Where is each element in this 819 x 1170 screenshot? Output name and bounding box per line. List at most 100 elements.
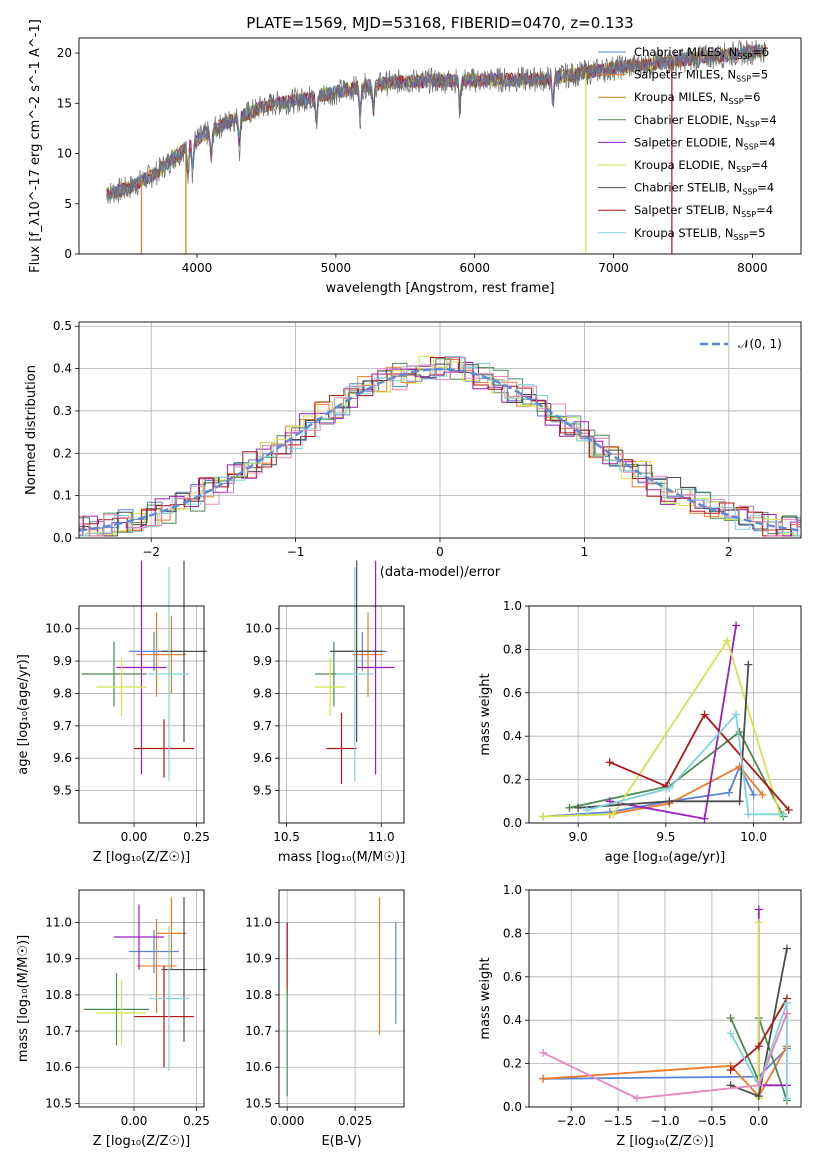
y-axis-label: Flux [f_λ10^-17 erg cm^-2 s^-1 A^-1]	[28, 19, 43, 273]
weight-series-line	[609, 712, 790, 811]
x-tick-label: 2	[725, 545, 733, 559]
legend-entry: Chabrier ELODIE, NSSP=4	[634, 113, 777, 129]
y-tick-label: 10.6	[245, 1060, 272, 1074]
weight-point-marker	[665, 784, 674, 793]
weight-point-marker	[754, 1092, 763, 1101]
y-tick-label: 10.8	[45, 988, 72, 1002]
weight-point-marker	[782, 998, 791, 1007]
x-tick-label: 0.00	[121, 830, 148, 844]
axes-frame	[528, 889, 802, 1108]
x-tick-label: 10.0	[740, 830, 767, 844]
x-axis-label: mass [log₁₀(M/M☉)]	[278, 850, 405, 865]
legend-entry: Kroupa MILES, NSSP=6	[634, 90, 760, 106]
y-tick-label: 0.5	[53, 319, 72, 333]
y-axis-label: age [log₁₀(age/yr)]	[16, 654, 31, 775]
y-tick-label: 0.4	[503, 729, 522, 743]
age-vs-metallicity-panel: 0.00 0.25 9.5 9.6 9.7 9.8 9.9 10.0 Z [log₁₀(Z/Z☉…	[16, 560, 210, 865]
y-tick-label: 10.0	[45, 622, 72, 636]
weight-point-marker	[782, 1009, 791, 1018]
normal-reference-curve	[78, 367, 802, 532]
age-vs-mass-panel: 10.5 11.0 9.5 9.6 9.7 9.8 9.9 10.0 mass [log₁₀(M…	[245, 560, 405, 865]
y-tick-label: 0.6	[503, 970, 522, 984]
x-tick-label: 1	[581, 545, 589, 559]
weight-point-marker	[735, 797, 744, 806]
x-tick-label: 0.0	[749, 1114, 768, 1128]
x-axis-label: age [log₁₀(age/yr)]	[605, 850, 726, 865]
y-tick-label: 10.7	[45, 1024, 72, 1038]
y-tick-label: 9.8	[53, 686, 72, 700]
weight-point-marker	[754, 905, 763, 914]
y-tick-label: 1.0	[503, 883, 522, 897]
x-axis-label: Z [log₁₀(Z/Z☉)]	[616, 1134, 713, 1149]
y-tick-label: 10.5	[45, 1096, 72, 1110]
y-tick-label: 0.2	[53, 446, 72, 460]
weight-series-line	[609, 765, 764, 816]
x-tick-label: −1	[287, 545, 305, 559]
x-tick-label: −0.5	[697, 1114, 726, 1128]
x-tick-label: 5000	[321, 261, 352, 275]
y-tick-label: 10.8	[245, 988, 272, 1002]
x-tick-label: 6000	[459, 261, 490, 275]
x-tick-label: −1.0	[650, 1114, 679, 1128]
residual-histogram-panel: −2 −1 0 1 2 0.0 0.1 0.2 0.3 0.4 0.5 (data-model)/er…	[24, 319, 802, 580]
weight-series-line	[569, 730, 785, 817]
weight-point-marker	[754, 918, 763, 927]
y-tick-label: 0.8	[503, 642, 522, 656]
weight-series-line	[543, 1045, 788, 1098]
y-tick-label: 11.0	[45, 916, 72, 930]
weight-point-marker	[732, 621, 741, 630]
weight-point-marker	[605, 758, 614, 767]
weight-point-marker	[700, 710, 709, 719]
x-tick-label: 0	[436, 545, 444, 559]
legend-entry: 𝒩(0, 1)	[738, 337, 782, 351]
x-tick-label: −2.0	[557, 1114, 586, 1128]
mass-vs-extinction-panel: 0.000 0.025 10.5 10.6 10.7 10.8 10.9 11.0 E(B-V)	[245, 889, 405, 1149]
axes-frame	[78, 321, 802, 539]
x-tick-label: −1.5	[604, 1114, 633, 1128]
y-tick-label: 0.0	[503, 1100, 522, 1114]
residual-histogram-step	[79, 355, 801, 537]
legend-entry: Kroupa STELIB, NSSP=5	[634, 226, 765, 242]
weight-point-marker	[582, 805, 591, 814]
weight-point-marker	[744, 810, 753, 819]
axes-frame	[78, 37, 802, 255]
weight-point-marker	[784, 805, 793, 814]
weight-point-marker	[754, 1081, 763, 1090]
weight-point-marker	[726, 1029, 735, 1038]
y-tick-label: 0.4	[503, 1013, 522, 1027]
y-tick-label: 0.2	[503, 1057, 522, 1071]
y-tick-label: 0.0	[503, 816, 522, 830]
x-axis-label: Z [log₁₀(Z/Z☉)]	[93, 1134, 190, 1149]
weight-point-marker	[539, 812, 548, 821]
x-tick-label: 9.5	[656, 830, 675, 844]
y-tick-label: 10.9	[45, 952, 72, 966]
weight-point-marker	[758, 790, 767, 799]
weight-point-marker	[725, 788, 734, 797]
y-tick-label: 9.6	[253, 751, 272, 765]
x-tick-label: 0.000	[270, 1114, 304, 1128]
axes-frame	[278, 889, 405, 1108]
weight-point-marker	[539, 1074, 548, 1083]
weight-point-marker	[732, 710, 741, 719]
weight-point-marker	[782, 1094, 791, 1103]
y-tick-label: 5	[64, 197, 72, 211]
y-tick-label: 15	[57, 96, 72, 110]
y-tick-label: 1.0	[503, 599, 522, 613]
y-axis-label: Normed distribution	[24, 365, 39, 495]
weight-series-line	[729, 1002, 788, 1099]
residual-histogram-step	[79, 356, 801, 537]
y-tick-label: 9.8	[253, 686, 272, 700]
y-tick-label: 10	[57, 147, 72, 161]
y-tick-label: 9.6	[53, 751, 72, 765]
legend-entry: Salpeter STELIB, NSSP=4	[634, 203, 773, 219]
x-tick-label: 0.025	[338, 1114, 372, 1128]
y-axis-label: mass [log₁₀(M/M☉)]	[16, 935, 31, 1062]
weight-point-marker	[609, 810, 618, 819]
x-axis-label: (data-model)/error	[380, 565, 501, 580]
residual-histogram-step	[79, 356, 801, 537]
x-tick-label: −2	[142, 545, 160, 559]
weight-point-marker	[782, 944, 791, 953]
x-tick-label: 8000	[737, 261, 768, 275]
y-tick-label: 10.9	[245, 952, 272, 966]
x-tick-label: 4000	[182, 261, 213, 275]
